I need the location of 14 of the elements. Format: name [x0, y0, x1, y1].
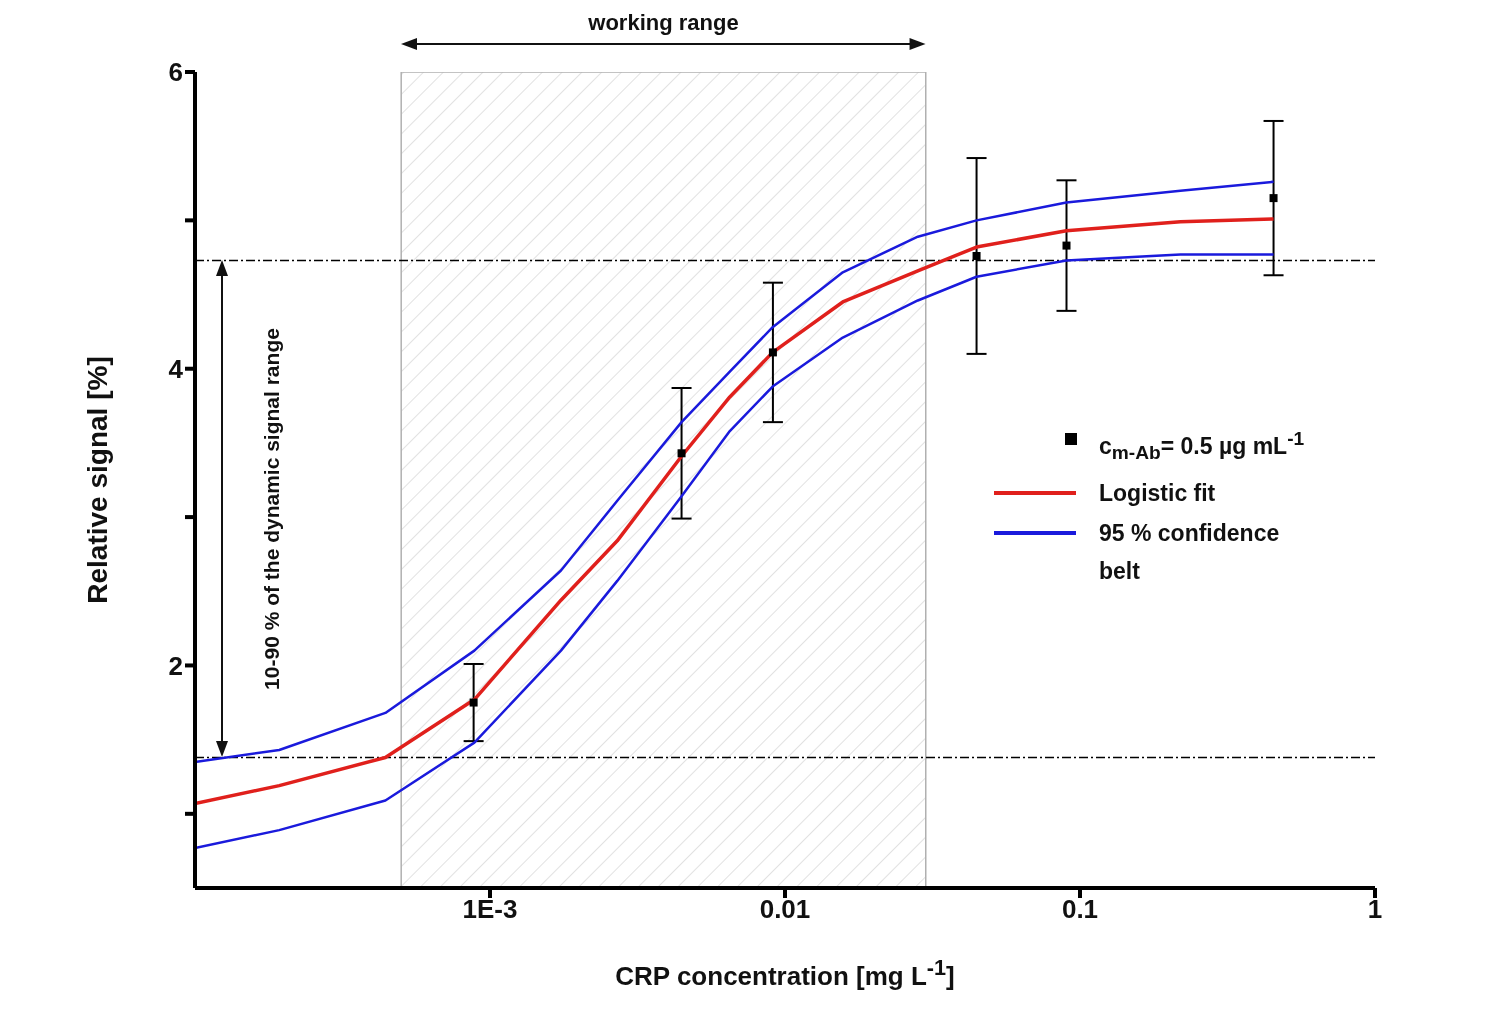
annotation: 10-90 % of the dynamic signal range	[260, 328, 284, 690]
legend-label: c$_{m-Ab}$= 0.5 µg mL$^{-1}$	[1099, 427, 1306, 466]
x-tick-label: 1E-3	[462, 894, 518, 925]
x-tick-label: 1	[1367, 894, 1383, 925]
x-tick-label: 0.1	[1061, 894, 1099, 925]
x-axis-title: CRP concentration [mg L$^{-1}$]	[615, 955, 955, 992]
legend-label: Logistic fit	[1099, 479, 1217, 509]
y-tick-label: 2	[168, 650, 183, 681]
band-label: working range	[588, 10, 739, 36]
y-tick-label: 6	[168, 57, 183, 88]
x-tick-label: 0.01	[759, 894, 811, 925]
y-axis-title: Relative signal [%]	[82, 356, 114, 604]
legend-label: 95 % confidence belt	[1099, 519, 1281, 587]
y-tick-label: 4	[168, 353, 184, 384]
